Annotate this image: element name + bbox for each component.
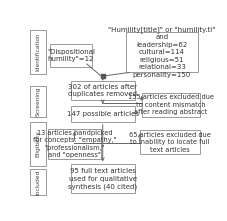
Bar bbox=[48, 129, 101, 159]
Bar bbox=[139, 130, 199, 154]
Text: 302 of articles after
duplicates removed: 302 of articles after duplicates removed bbox=[68, 84, 137, 97]
Bar bbox=[71, 81, 134, 100]
Bar bbox=[30, 170, 46, 195]
Text: Identification: Identification bbox=[36, 33, 41, 71]
Text: "Dispositional
humility"=12: "Dispositional humility"=12 bbox=[47, 49, 94, 62]
Bar bbox=[71, 107, 134, 122]
Text: Screening: Screening bbox=[36, 87, 41, 116]
Bar bbox=[30, 122, 46, 166]
Text: Eligibility: Eligibility bbox=[36, 131, 41, 157]
Text: 155 articles excluded due
to content mismatch
after reading abstract: 155 articles excluded due to content mis… bbox=[127, 94, 213, 115]
Bar bbox=[30, 86, 46, 117]
Text: 95 full text articles
used for qualitative
synthesis (40 cited): 95 full text articles used for qualitati… bbox=[68, 168, 137, 190]
Bar bbox=[71, 164, 134, 193]
Bar bbox=[141, 93, 199, 117]
Bar bbox=[30, 30, 46, 74]
Text: 147 possible articles: 147 possible articles bbox=[67, 111, 138, 117]
Bar bbox=[125, 32, 197, 72]
Text: 65 articles excluded due
to inability to locate full
text articles: 65 articles excluded due to inability to… bbox=[128, 132, 210, 153]
Text: "Humility[title]" or "humility.ti"
and
leadership=62
cultural=114
religious=51
r: "Humility[title]" or "humility.ti" and l… bbox=[108, 26, 215, 78]
Text: Included: Included bbox=[36, 170, 41, 195]
Bar bbox=[49, 44, 92, 67]
Text: 13 articles handpicked
for concepts: "empathy,"
"professionalism,"
and "openness: 13 articles handpicked for concepts: "em… bbox=[32, 130, 116, 158]
